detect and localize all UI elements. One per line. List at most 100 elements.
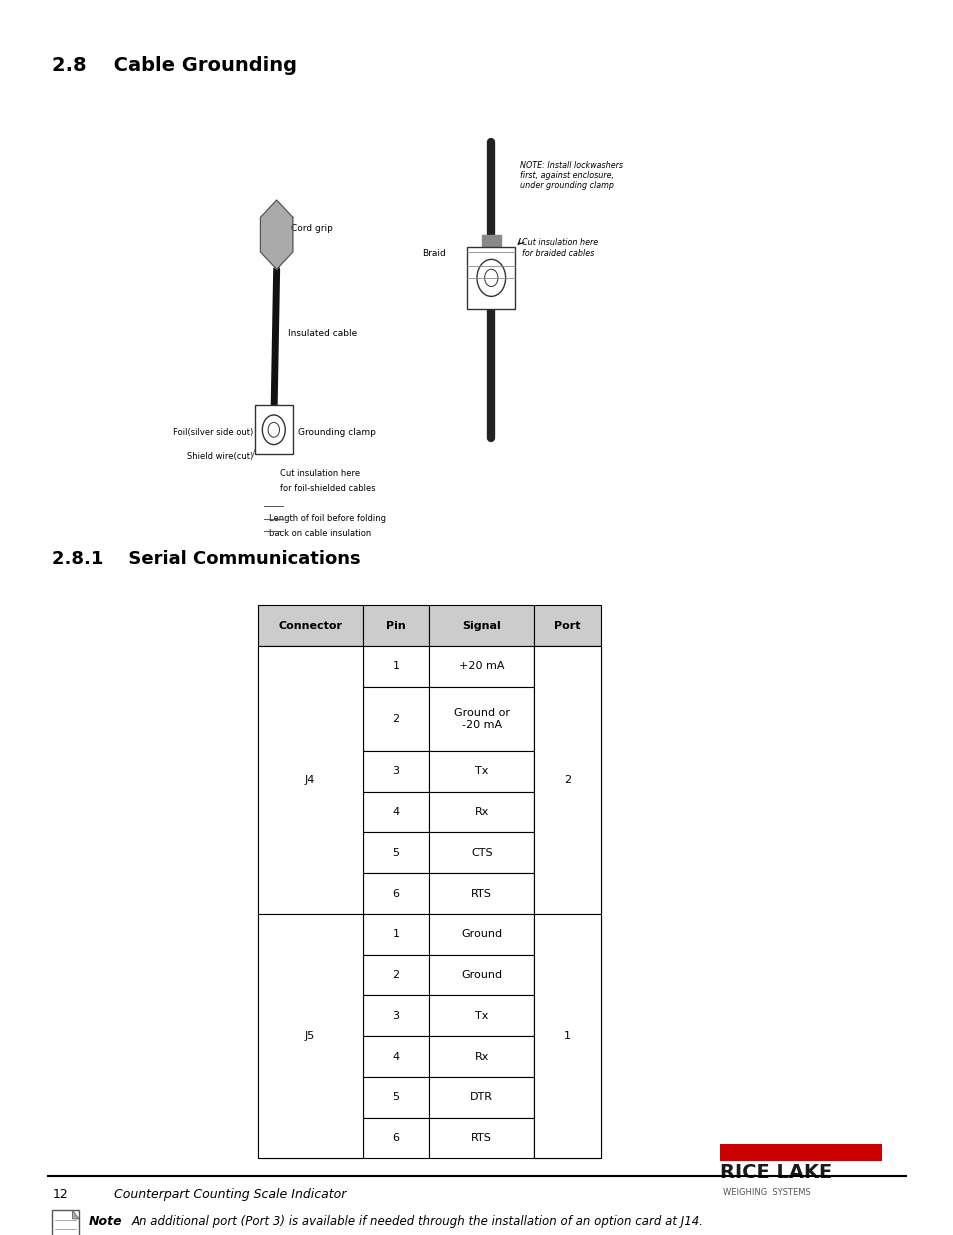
- Text: RTS: RTS: [471, 888, 492, 899]
- Text: RICE LAKE: RICE LAKE: [720, 1163, 832, 1182]
- Text: DTR: DTR: [470, 1092, 493, 1103]
- Text: 5: 5: [392, 1092, 399, 1103]
- Text: 4: 4: [392, 1051, 399, 1062]
- Text: Connector: Connector: [277, 620, 342, 631]
- Bar: [362, 1118, 429, 1158]
- Bar: [429, 832, 534, 873]
- Bar: [362, 751, 429, 792]
- Bar: [429, 751, 534, 792]
- Bar: [534, 1077, 600, 1118]
- Bar: [257, 605, 362, 646]
- Text: 2: 2: [563, 774, 571, 785]
- Bar: [534, 792, 600, 832]
- Polygon shape: [260, 200, 293, 269]
- Bar: [362, 955, 429, 995]
- Bar: [534, 687, 600, 751]
- Text: 6: 6: [392, 888, 399, 899]
- Text: 2: 2: [392, 969, 399, 981]
- Text: 1: 1: [563, 1031, 571, 1041]
- Bar: [257, 914, 362, 955]
- Circle shape: [268, 422, 279, 437]
- Bar: [534, 1118, 600, 1158]
- Bar: [257, 751, 362, 792]
- Text: An additional port (Port 3) is available if needed through the installation of a: An additional port (Port 3) is available…: [132, 1215, 703, 1229]
- Text: for foil-shielded cables: for foil-shielded cables: [280, 484, 375, 493]
- Text: 2.8    Cable Grounding: 2.8 Cable Grounding: [52, 56, 297, 74]
- Text: Foil(silver side out): Foil(silver side out): [172, 427, 253, 437]
- Bar: [720, 1144, 882, 1161]
- Text: J5: J5: [305, 929, 314, 940]
- Text: Length of foil before folding: Length of foil before folding: [269, 514, 386, 522]
- Bar: [534, 873, 600, 914]
- Bar: [534, 914, 600, 1158]
- Bar: [362, 873, 429, 914]
- Bar: [534, 1036, 600, 1077]
- Text: 3: 3: [392, 766, 399, 777]
- Text: J5: J5: [305, 1031, 314, 1041]
- Bar: [534, 832, 600, 873]
- Text: 1: 1: [392, 661, 399, 672]
- Text: Insulated cable: Insulated cable: [288, 329, 357, 338]
- Bar: [534, 955, 600, 995]
- Text: J4: J4: [305, 774, 314, 785]
- Text: Cut insulation here: Cut insulation here: [280, 469, 360, 478]
- Text: 6: 6: [392, 1132, 399, 1144]
- Text: Ground: Ground: [460, 969, 502, 981]
- Bar: [52, 1210, 79, 1235]
- Bar: [257, 1036, 362, 1077]
- Bar: [429, 873, 534, 914]
- Bar: [362, 1036, 429, 1077]
- Bar: [257, 914, 362, 1158]
- Bar: [362, 832, 429, 873]
- Bar: [362, 687, 429, 751]
- Text: Ground or
-20 mA: Ground or -20 mA: [454, 708, 509, 730]
- Text: Port: Port: [554, 620, 580, 631]
- Text: Tx: Tx: [475, 766, 488, 777]
- Text: 2.8.1    Serial Communications: 2.8.1 Serial Communications: [52, 550, 361, 568]
- Text: WEIGHING  SYSTEMS: WEIGHING SYSTEMS: [722, 1188, 810, 1197]
- Text: Rx: Rx: [474, 806, 489, 818]
- Bar: [254, 405, 293, 454]
- Bar: [429, 687, 534, 751]
- Bar: [429, 792, 534, 832]
- Bar: [429, 955, 534, 995]
- Bar: [429, 1036, 534, 1077]
- Circle shape: [484, 269, 497, 287]
- Bar: [429, 914, 534, 955]
- Text: 5: 5: [392, 847, 399, 858]
- Bar: [257, 1118, 362, 1158]
- Text: J4: J4: [305, 661, 314, 672]
- Text: 4: 4: [392, 806, 399, 818]
- Text: Rx: Rx: [474, 1051, 489, 1062]
- Bar: [257, 646, 362, 914]
- Bar: [257, 687, 362, 751]
- Bar: [362, 792, 429, 832]
- Bar: [257, 873, 362, 914]
- Bar: [362, 914, 429, 955]
- Bar: [257, 995, 362, 1036]
- Text: Cut insulation here
for braided cables: Cut insulation here for braided cables: [521, 238, 598, 258]
- Text: Braid: Braid: [421, 248, 445, 258]
- Text: Tx: Tx: [475, 1010, 488, 1021]
- Bar: [429, 995, 534, 1036]
- Bar: [534, 914, 600, 955]
- Text: Signal: Signal: [462, 620, 500, 631]
- Text: Shield wire(cut): Shield wire(cut): [187, 452, 253, 462]
- Circle shape: [476, 259, 505, 296]
- Text: Grounding clamp: Grounding clamp: [297, 427, 375, 437]
- Text: Counterpart Counting Scale Indicator: Counterpart Counting Scale Indicator: [114, 1188, 347, 1202]
- Text: Pin: Pin: [386, 620, 405, 631]
- Bar: [534, 646, 600, 914]
- Text: back on cable insulation: back on cable insulation: [269, 529, 371, 537]
- Bar: [534, 995, 600, 1036]
- Bar: [257, 955, 362, 995]
- Bar: [534, 605, 600, 646]
- Bar: [534, 751, 600, 792]
- Text: NOTE: Install lockwashers
first, against enclosure,
under grounding clamp: NOTE: Install lockwashers first, against…: [519, 161, 622, 190]
- Bar: [429, 605, 534, 646]
- Text: 3: 3: [392, 1010, 399, 1021]
- Bar: [467, 247, 515, 309]
- Bar: [362, 605, 429, 646]
- Polygon shape: [72, 1210, 79, 1219]
- Bar: [534, 646, 600, 687]
